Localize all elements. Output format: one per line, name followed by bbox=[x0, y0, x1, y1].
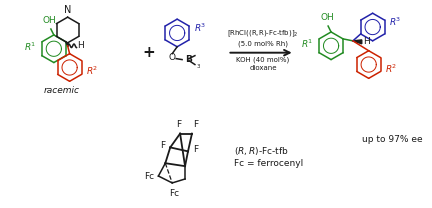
Text: $_3$: $_3$ bbox=[196, 62, 201, 71]
Text: (5.0 mol% Rh): (5.0 mol% Rh) bbox=[238, 40, 288, 47]
Text: $(R,R)$-Fc-tfb: $(R,R)$-Fc-tfb bbox=[235, 145, 289, 157]
Text: $R^1$: $R^1$ bbox=[301, 38, 313, 50]
Text: O: O bbox=[169, 53, 176, 62]
Text: Fc = ferrocenyl: Fc = ferrocenyl bbox=[235, 159, 304, 168]
Text: up to 97% ee: up to 97% ee bbox=[362, 135, 422, 144]
Text: $R^3$: $R^3$ bbox=[389, 16, 402, 28]
Polygon shape bbox=[353, 40, 362, 44]
Text: OH: OH bbox=[43, 16, 57, 25]
Text: F: F bbox=[194, 120, 198, 129]
Text: [RhCl((R,R)-Fc-tfb)]$_2$: [RhCl((R,R)-Fc-tfb)]$_2$ bbox=[227, 28, 299, 39]
Text: $R^2$: $R^2$ bbox=[86, 64, 99, 77]
Text: dioxane: dioxane bbox=[249, 64, 277, 71]
Text: F: F bbox=[160, 141, 165, 150]
Text: H: H bbox=[77, 41, 84, 50]
Text: F: F bbox=[193, 145, 198, 154]
Text: OH: OH bbox=[320, 13, 334, 22]
Text: F: F bbox=[177, 120, 182, 129]
Text: +: + bbox=[142, 45, 155, 60]
Text: $R^2$: $R^2$ bbox=[385, 62, 398, 75]
Text: Fc: Fc bbox=[169, 189, 179, 198]
Text: N: N bbox=[64, 5, 71, 15]
Text: $R^3$: $R^3$ bbox=[194, 22, 206, 34]
Text: H: H bbox=[363, 37, 369, 46]
Text: B: B bbox=[185, 55, 192, 64]
Text: $R^1$: $R^1$ bbox=[24, 41, 36, 53]
Text: Fc: Fc bbox=[144, 172, 155, 181]
Text: KOH (40 mol%): KOH (40 mol%) bbox=[236, 57, 289, 63]
Text: racemic: racemic bbox=[44, 86, 80, 95]
